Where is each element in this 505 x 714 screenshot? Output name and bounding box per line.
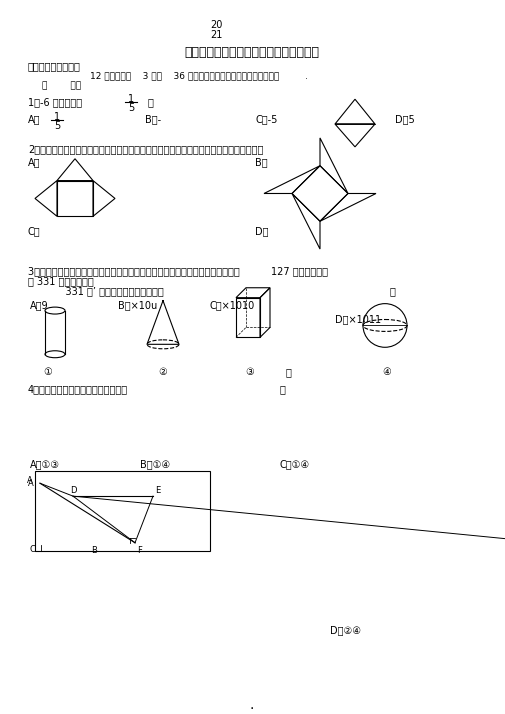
Text: A、①③: A、①③ [30, 459, 60, 469]
Text: 5: 5 [54, 121, 60, 131]
Text: D，: D， [255, 226, 269, 236]
Text: 1．-6 的倒数是（: 1．-6 的倒数是（ [28, 97, 82, 107]
Text: B，×10u: B，×10u [118, 301, 157, 311]
Text: C、①④: C、①④ [280, 459, 310, 469]
Text: ①: ① [43, 367, 53, 377]
Text: A，9: A，9 [30, 301, 48, 311]
Text: A．: A． [28, 114, 40, 124]
Text: ）: ） [286, 367, 292, 377]
Text: 1: 1 [128, 94, 134, 104]
Text: E: E [155, 486, 160, 496]
Text: B: B [91, 545, 97, 555]
Text: 2．下面由正三角形和正方形拼成的图形中，是轴对称图形但不是中心对称图形的是（　）: 2．下面由正三角形和正方形拼成的图形中，是轴对称图形但不是中心对称图形的是（ ） [28, 144, 264, 154]
Text: B、①④: B、①④ [140, 459, 170, 469]
Text: B，: B， [255, 157, 268, 167]
Text: .: . [250, 698, 254, 712]
Text: ②: ② [159, 367, 167, 377]
Text: 共        要求: 共 要求 [42, 81, 81, 91]
Text: 年四川省绵阳市浪城区中考数学二诊试卷: 年四川省绵阳市浪城区中考数学二诊试卷 [184, 46, 320, 59]
Text: C，: C， [28, 226, 40, 236]
Text: 12 个小题每题    3 分，    36 分，每个小题只有一个选项最符合题目         .: 12 个小题每题 3 分， 36 分，每个小题只有一个选项最符合题目 . [90, 71, 308, 81]
Text: 4、以下几何体中，主视图相同的是（: 4、以下几何体中，主视图相同的是（ [28, 384, 128, 394]
Text: A，: A， [28, 157, 40, 167]
Text: 一、选择题：本大题: 一、选择题：本大题 [28, 61, 81, 71]
Text: A: A [27, 476, 33, 486]
Text: D，5: D，5 [395, 114, 415, 124]
Text: A: A [28, 479, 34, 488]
Text: 21: 21 [210, 30, 222, 40]
Text: 5: 5 [128, 104, 134, 114]
Text: ）: ） [148, 97, 154, 107]
Text: ③: ③ [245, 367, 255, 377]
Text: C，-5: C，-5 [255, 114, 277, 124]
Text: 约 331 亿元，假设将: 约 331 亿元，假设将 [28, 276, 94, 286]
Text: C，×1010: C，×1010 [210, 301, 255, 311]
Text: ④: ④ [383, 367, 391, 377]
Text: 331 亿’ 用科学记数法表示应为（: 331 亿’ 用科学记数法表示应为（ [28, 286, 164, 296]
Text: D，×1011: D，×1011 [335, 315, 381, 325]
Text: B．-: B．- [145, 114, 161, 124]
Text: D、②④: D、②④ [330, 625, 361, 635]
Text: ）: ） [390, 286, 396, 296]
Text: 20: 20 [210, 20, 222, 30]
Text: 1: 1 [54, 112, 60, 122]
Text: D: D [70, 486, 76, 496]
Text: C: C [30, 545, 36, 554]
Text: ）: ） [280, 384, 286, 394]
Text: F: F [137, 545, 142, 555]
Text: 3．近几年绵阳交通快速开展现根系规划又将建设成绵复线高速，新建复线全长约          127 公里，总投资: 3．近几年绵阳交通快速开展现根系规划又将建设成绵复线高速，新建复线全长约 127… [28, 266, 328, 276]
